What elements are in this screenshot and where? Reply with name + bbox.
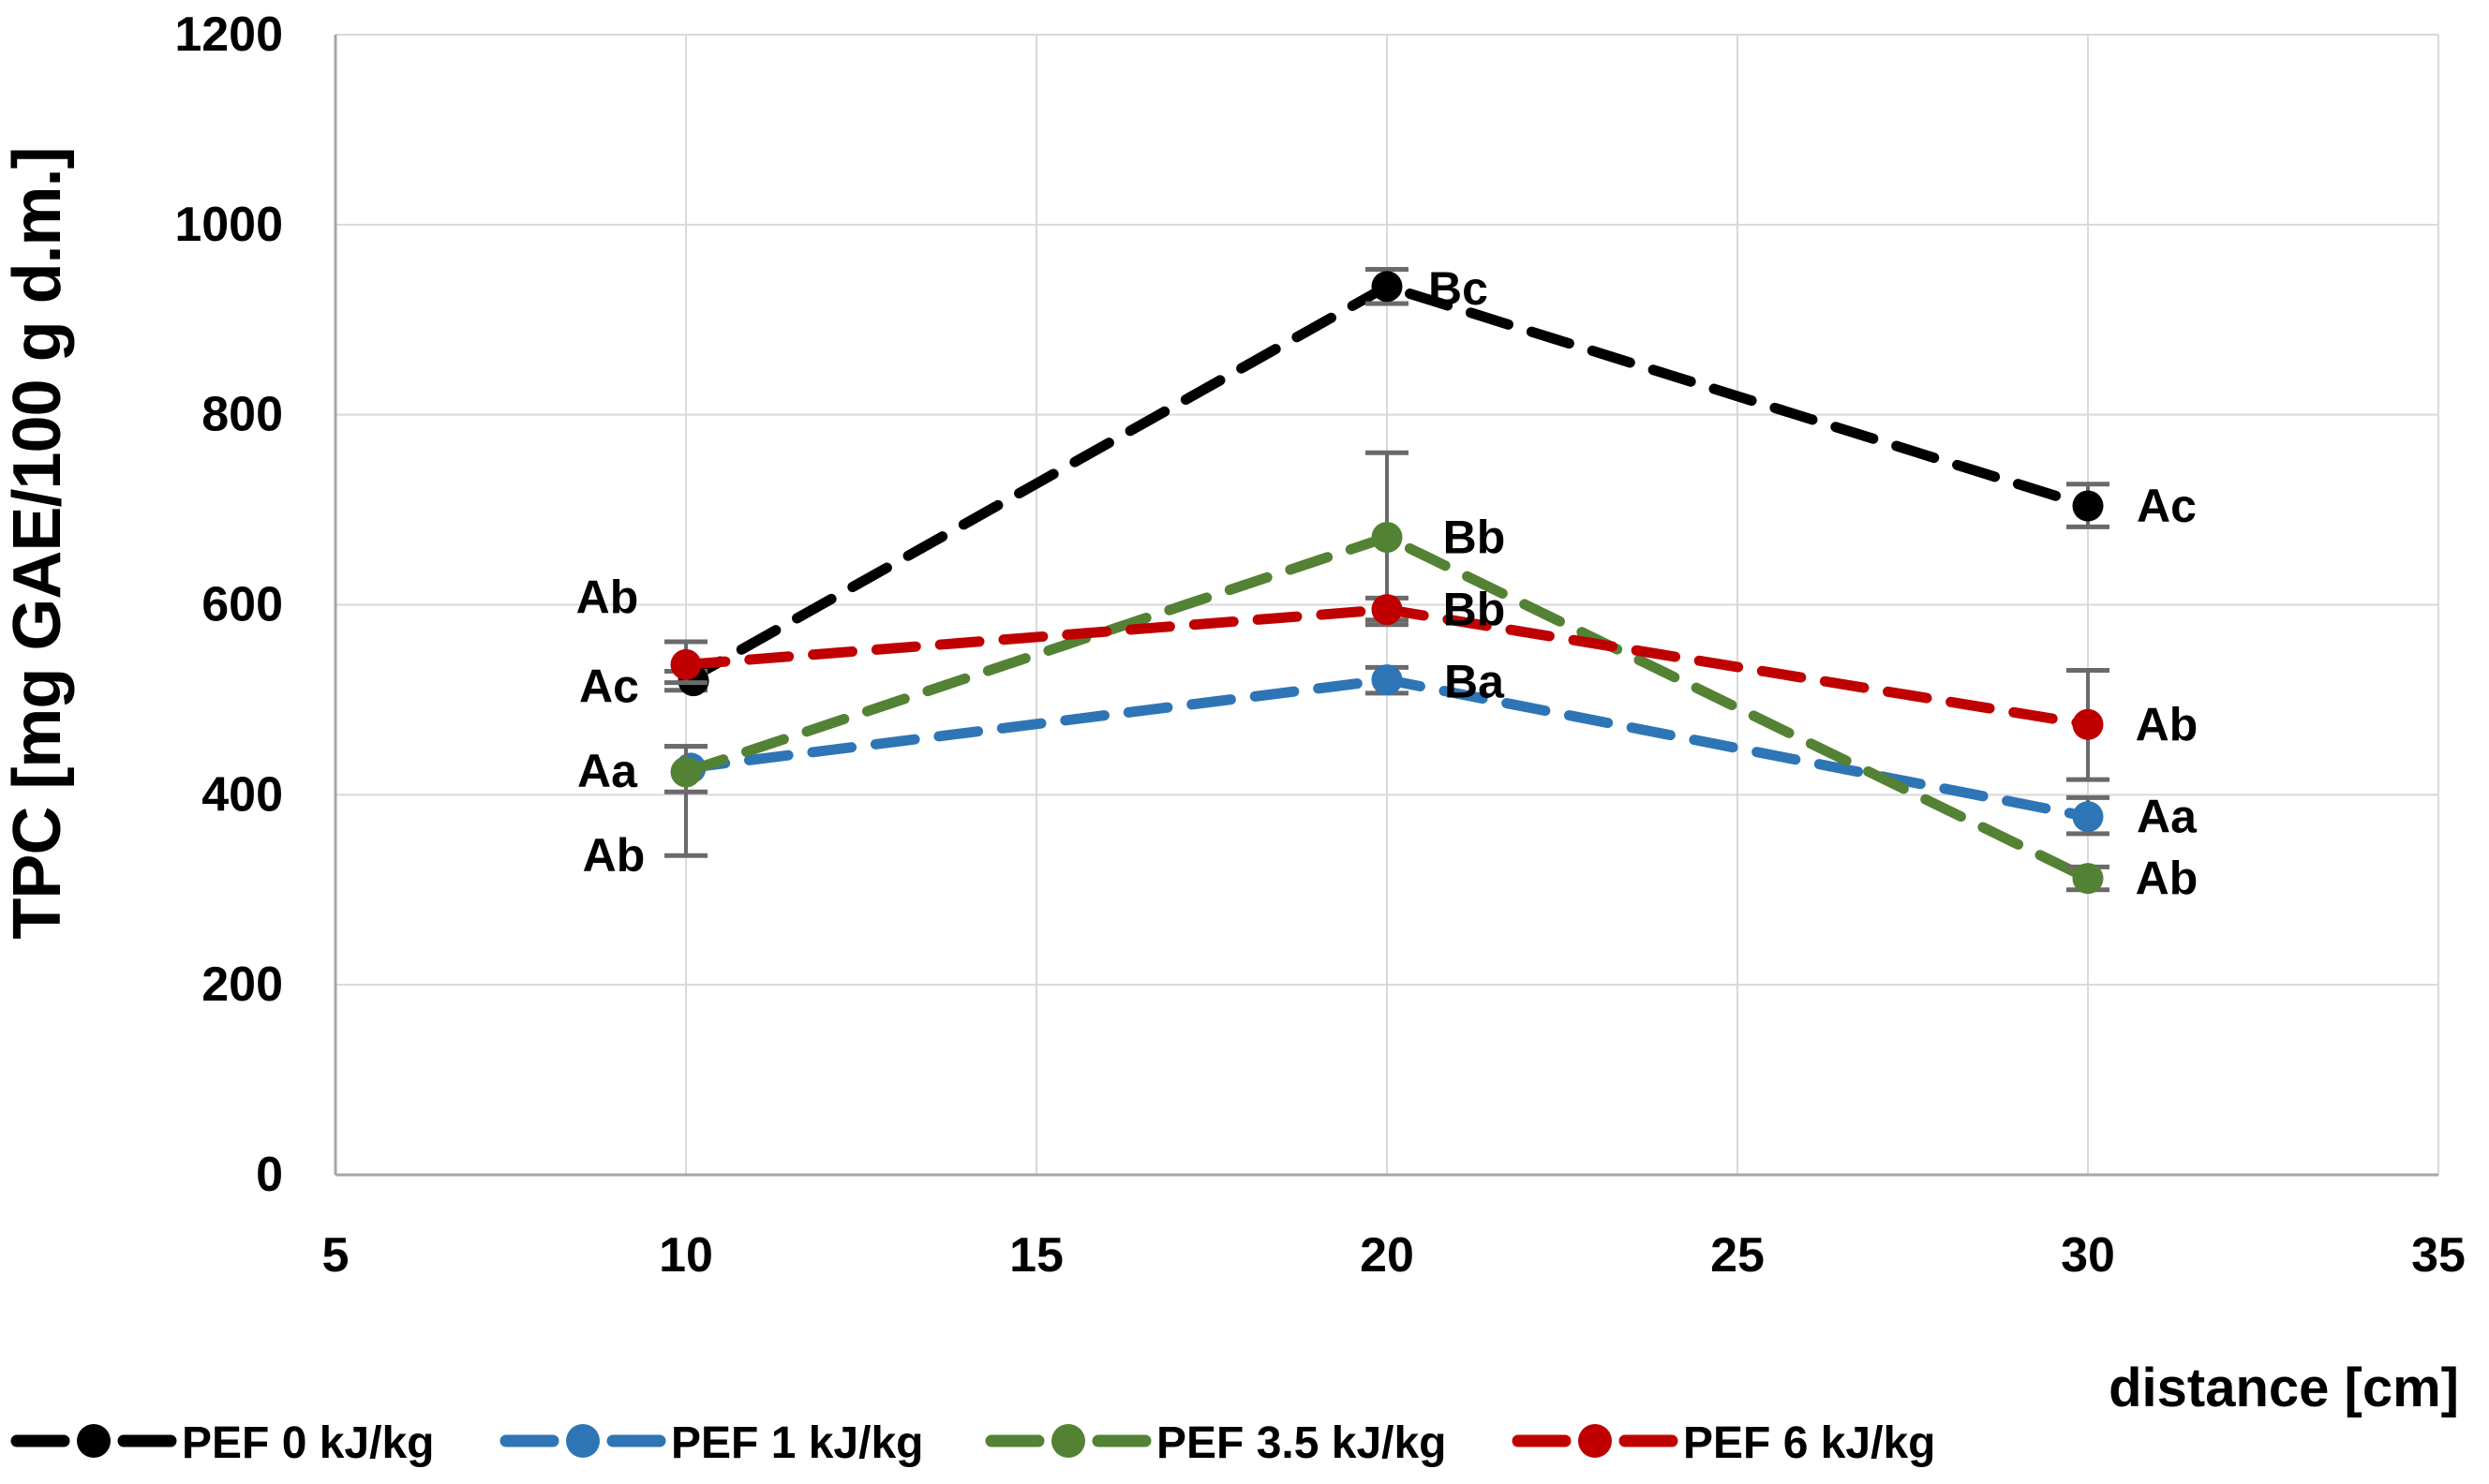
y-tick-label-1000: 1000 [174,198,283,252]
legend-item-pef-1-kj-kg: PEF 1 kJ/kg [499,1418,923,1468]
x-tick-label-10: 10 [659,1228,713,1283]
data-point-pef-1-kj-kg-x30 [2072,801,2104,833]
legend-item-pef-3.5-kj-kg: PEF 3.5 kJ/kg [985,1418,1447,1468]
point-label-pef-1-kj-kg-x10: Aa [577,745,638,797]
x-tick-label-5: 5 [322,1228,350,1283]
point-label-pef-0-kj-kg-x10: Ac [579,660,639,713]
point-label-pef-3.5-kj-kg-x10: Ab [583,829,646,882]
data-point-pef-3.5-kj-kg-x20 [1371,521,1403,553]
x-tick-label-25: 25 [1710,1228,1765,1283]
point-label-pef-3.5-kj-kg-x30: Ab [2136,853,2198,905]
y-tick-label-400: 400 [201,767,283,822]
x-tick-label-35: 35 [2411,1228,2466,1283]
data-point-pef-0-kj-kg-x30 [2072,490,2104,522]
legend-label: PEF 6 kJ/kg [1683,1418,1935,1468]
point-label-pef-6-kj-kg-x30: Ab [2136,698,2198,750]
data-point-pef-6-kj-kg-x10 [670,648,702,680]
x-tick-label-15: 15 [1009,1228,1064,1283]
legend-item-pef-0-kj-kg: PEF 0 kJ/kg [10,1418,434,1468]
y-tick-label-1200: 1200 [174,7,283,62]
point-label-pef-1-kj-kg-x30: Aa [2137,791,2198,843]
y-tick-label-0: 0 [256,1148,283,1202]
data-point-pef-6-kj-kg-x20 [1371,594,1403,626]
y-tick-label-800: 800 [201,388,283,442]
legend-marker [77,1424,111,1458]
legend-label: PEF 0 kJ/kg [182,1418,434,1468]
point-label-pef-0-kj-kg-x30: Ac [2137,480,2197,532]
y-axis-title: TPC [mg GAE/100 g d.m.] [0,147,75,940]
data-point-pef-6-kj-kg-x30 [2072,708,2104,740]
data-point-pef-1-kj-kg-x20 [1371,664,1403,696]
legend-item-pef-6-kj-kg: PEF 6 kJ/kg [1512,1418,1935,1468]
legend-marker [1051,1424,1085,1458]
x-tick-label-30: 30 [2061,1228,2115,1283]
legend-marker [566,1424,600,1458]
data-point-pef-3.5-kj-kg-x10 [670,756,702,788]
x-tick-label-20: 20 [1360,1228,1414,1283]
x-axis-title: distance [cm] [2109,1358,2459,1418]
point-label-pef-6-kj-kg-x20: Bb [1443,584,1506,636]
point-label-pef-3.5-kj-kg-x20: Bb [1443,511,1506,563]
y-tick-label-600: 600 [201,578,283,632]
point-label-pef-1-kj-kg-x20: Ba [1444,656,1505,708]
point-label-pef-6-kj-kg-x10: Ab [576,571,639,623]
legend-label: PEF 3.5 kJ/kg [1156,1418,1447,1468]
legend-marker [1578,1424,1612,1458]
data-point-pef-3.5-kj-kg-x30 [2072,863,2104,895]
y-tick-label-200: 200 [201,957,283,1012]
point-label-pef-0-kj-kg-x20: Bc [1428,262,1488,315]
legend-label: PEF 1 kJ/kg [671,1418,923,1468]
data-point-pef-0-kj-kg-x20 [1371,271,1403,303]
